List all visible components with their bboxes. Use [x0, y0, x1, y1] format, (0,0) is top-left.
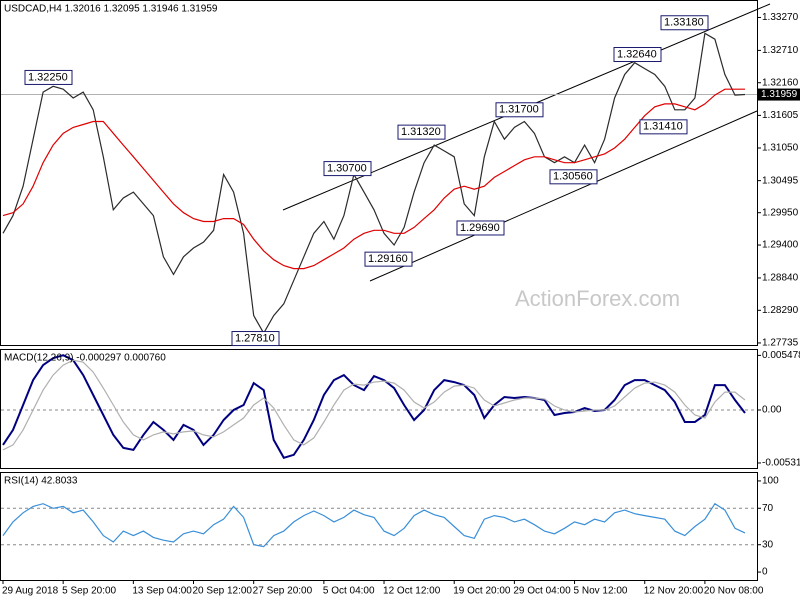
watermark: ActionForex.com — [515, 286, 680, 311]
annotation-box — [231, 331, 280, 347]
x-tick-label: 12 Oct 12:00 — [383, 586, 441, 597]
y-tick-label: 1.29950 — [762, 207, 799, 218]
macd-panel — [0, 349, 758, 469]
annotation-label: 1.31410 — [643, 121, 683, 133]
y-tick-label: 1.28290 — [762, 305, 799, 316]
annotation-label: 1.31700 — [499, 104, 539, 116]
x-tick-label: 20 Sep 12:00 — [193, 586, 253, 597]
annotation-box — [660, 15, 709, 31]
y-tick-label: 0.005478 — [762, 350, 800, 361]
x-tick-label: 13 Sep 04:00 — [132, 586, 192, 597]
y-tick-label: 100 — [762, 476, 779, 487]
x-tick-label: 5 Oct 04:00 — [323, 586, 375, 597]
x-tick-label: 29 Aug 2018 — [2, 586, 59, 597]
annotation-box — [397, 124, 446, 140]
y-tick-label: 0 — [762, 567, 768, 578]
x-tick-label: 27 Sep 20:00 — [253, 586, 313, 597]
x-tick-label: 12 Nov 20:00 — [644, 586, 704, 597]
panel-title: RSI(14) 42.8033 — [4, 476, 78, 487]
y-tick-label: 1.30495 — [762, 175, 799, 186]
y-tick-label: 1.32710 — [762, 45, 799, 56]
x-tick-label: 19 Oct 20:00 — [453, 586, 511, 597]
y-tick-label: 1.28840 — [762, 273, 799, 284]
y-tick-label: 1.29400 — [762, 240, 799, 251]
annotation-label: 1.32250 — [28, 71, 68, 83]
y-tick-label: 30 — [762, 539, 774, 550]
series-line — [2, 32, 746, 335]
annotation-box — [323, 161, 372, 177]
y-tick-label: 70 — [762, 503, 774, 514]
annotation-box — [364, 251, 413, 267]
annotation-box — [549, 169, 598, 185]
annotation-box — [613, 47, 662, 63]
annotation-label: 1.31320 — [401, 126, 441, 138]
y-tick-label: 1.27735 — [762, 338, 799, 349]
annotation-box — [639, 119, 688, 135]
annotation-label: 1.30700 — [327, 162, 367, 174]
series-line — [2, 502, 746, 548]
last-price-box — [758, 88, 800, 101]
series-line — [2, 88, 745, 270]
y-tick-label: -0.005314 — [762, 458, 800, 469]
annotation-label: 1.27810 — [235, 332, 275, 344]
price-panel — [0, 0, 758, 346]
panel-title: USDCAD,H4 1.32016 1.32095 1.31946 1.3195… — [4, 4, 218, 15]
annotation-label: 1.30560 — [553, 171, 593, 183]
y-tick-label: 1.33270 — [762, 12, 799, 23]
annotation-label: 1.33180 — [664, 17, 704, 29]
x-tick-label: 5 Nov 12:00 — [574, 586, 628, 597]
rsi-panel — [0, 472, 758, 581]
annotation-label: 1.29690 — [460, 222, 500, 234]
last-price-label: 1.31959 — [761, 89, 798, 100]
y-tick-label: 1.31605 — [762, 110, 799, 121]
annotation-box — [495, 102, 544, 118]
annotation-label: 1.29160 — [368, 253, 408, 265]
annotation-box — [456, 220, 505, 236]
series-line — [2, 359, 746, 451]
annotation-box — [24, 69, 73, 85]
series-line — [2, 354, 746, 459]
x-tick-label: 29 Oct 04:00 — [513, 586, 571, 597]
y-tick-label: 0.00 — [762, 405, 782, 416]
y-tick-label: 1.32160 — [762, 77, 799, 88]
x-tick-label: 5 Sep 20:00 — [62, 586, 116, 597]
y-tick-label: 1.31050 — [762, 143, 799, 154]
panel-title: MACD(12,26,9) -0.000297 0.000760 — [4, 353, 166, 364]
x-tick-label: 20 Nov 08:00 — [704, 586, 764, 597]
channel-lower — [369, 110, 758, 282]
annotation-label: 1.32640 — [617, 48, 657, 60]
